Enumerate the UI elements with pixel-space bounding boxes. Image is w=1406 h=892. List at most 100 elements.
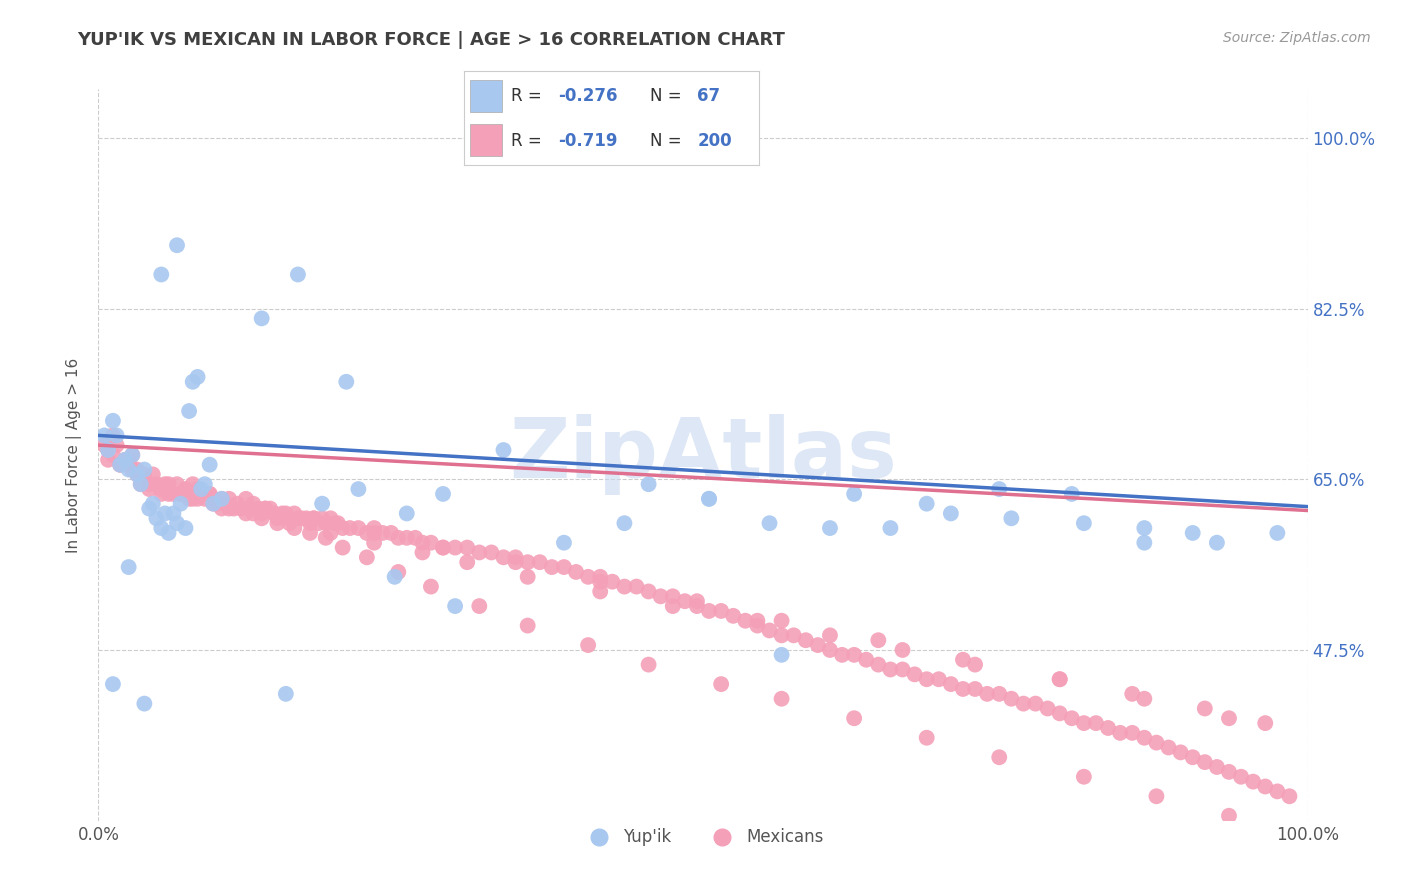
Point [565,565,588,579]
Point [150,521,173,535]
Point [1278,823,1301,838]
Point [468,599,491,613]
Point [1060,487,1083,501]
Point [988,750,1011,764]
Point [332,541,354,555]
Text: Source: ZipAtlas.com: Source: ZipAtlas.com [1223,31,1371,45]
Point [661,599,683,613]
Point [339,521,361,535]
Point [1278,789,1301,804]
Point [1012,697,1035,711]
Point [242,507,264,521]
Point [134,467,156,482]
Point [187,491,209,506]
Point [315,516,337,531]
Point [247,501,270,516]
Point [1049,672,1071,686]
Point [308,516,330,531]
Point [723,608,745,623]
Point [138,482,160,496]
Point [250,507,273,521]
Point [1241,774,1264,789]
Point [283,521,305,535]
Point [97,443,120,458]
Point [205,497,228,511]
Point [105,428,128,442]
Point [928,672,950,686]
Point [770,628,793,642]
Point [818,628,841,642]
Point [529,555,551,569]
Point [770,648,793,662]
Point [356,550,378,565]
Point [118,560,141,574]
Point [263,507,285,521]
Point [323,516,346,531]
Point [271,507,294,521]
Point [1085,716,1108,731]
Point [190,482,212,496]
Point [879,521,901,535]
Point [1049,706,1071,721]
Point [242,497,264,511]
Point [432,541,454,555]
Point [108,458,131,472]
Text: N =: N = [650,87,688,104]
Point [114,452,136,467]
Point [332,521,354,535]
Point [540,560,562,574]
Point [356,525,378,540]
Point [411,535,433,549]
Point [142,497,165,511]
Point [157,477,180,491]
Point [150,487,173,501]
Point [166,238,188,252]
Point [915,731,938,745]
Point [1206,535,1229,549]
Point [235,491,257,506]
Point [114,452,136,467]
Point [363,525,385,540]
Point [315,531,337,545]
Point [1218,764,1240,779]
Point [335,375,357,389]
Point [1194,755,1216,769]
Point [302,511,325,525]
Point [134,697,156,711]
Point [211,491,233,506]
Point [181,491,204,506]
Text: -0.276: -0.276 [558,87,619,104]
Point [254,501,277,516]
Point [988,687,1011,701]
Point [198,487,221,501]
Point [239,501,262,516]
Point [831,648,853,662]
Point [553,535,575,549]
Point [613,580,636,594]
Text: ZipAtlas: ZipAtlas [509,415,897,495]
Point [1133,521,1156,535]
Point [250,511,273,525]
Point [1157,740,1180,755]
Point [915,497,938,511]
Point [274,687,297,701]
Text: -0.719: -0.719 [558,132,619,150]
Point [1133,691,1156,706]
Point [101,677,124,691]
Point [395,531,418,545]
Point [589,574,612,589]
Point [505,550,527,565]
Point [492,443,515,458]
Point [965,681,987,696]
Point [138,477,160,491]
Point [259,501,281,516]
Point [1121,687,1143,701]
Point [1073,516,1095,531]
Point [1024,697,1046,711]
Point [150,482,173,496]
Point [235,507,257,521]
Point [254,501,277,516]
Point [1218,711,1240,725]
Point [1254,716,1277,731]
Point [283,507,305,521]
